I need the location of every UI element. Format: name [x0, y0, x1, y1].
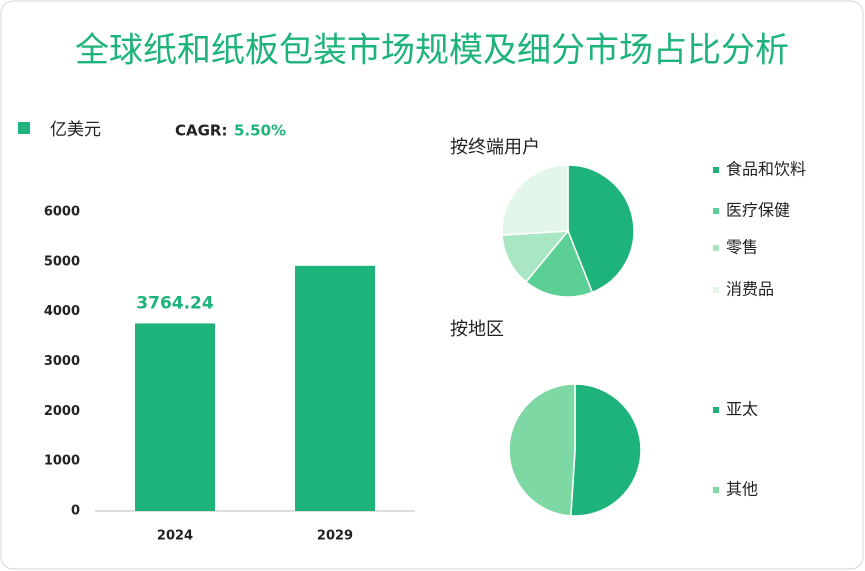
legend-marker [713, 167, 719, 173]
pie-slice [567, 164, 635, 294]
legend-marker [713, 407, 719, 413]
legend-label: 消费品 [726, 280, 774, 299]
legend-marker [18, 122, 30, 134]
pie-slice [524, 229, 594, 298]
y-tick-label: 6000 [44, 205, 80, 220]
pie-slice [501, 164, 569, 236]
legend-label: 亚太 [726, 400, 758, 419]
y-tick-label: 1000 [44, 454, 80, 469]
pie-slice [508, 383, 576, 517]
cagr-label: CAGR: [175, 122, 227, 140]
y-tick-label: 5000 [44, 254, 80, 269]
legend-marker [713, 287, 719, 293]
y-tick-label: 4000 [44, 304, 80, 319]
x-tick-label: 2029 [317, 529, 353, 544]
legend-label: 其他 [726, 480, 758, 499]
legend-label: 零售 [726, 238, 758, 257]
x-tick-label: 2024 [157, 529, 193, 544]
page-title: 全球纸和纸板包装市场规模及细分市场占比分析 [75, 31, 789, 71]
bar [135, 323, 215, 511]
legend-label: 医疗保健 [726, 201, 790, 220]
cagr-value: 5.50% [234, 122, 286, 140]
legend-label: 亿美元 [50, 120, 101, 140]
value-label: 3764.24 [136, 293, 214, 313]
y-tick-label: 3000 [44, 354, 80, 369]
legend-marker [713, 245, 719, 251]
legend-label: 食品和饮料 [726, 160, 806, 179]
pie-title: 按终端用户 [450, 137, 540, 158]
legend-marker [713, 487, 719, 493]
y-tick-label: 2000 [44, 404, 80, 419]
pie-slice [570, 383, 642, 517]
y-tick-label: 0 [71, 504, 80, 519]
pie-title: 按地区 [450, 319, 504, 340]
legend-marker [713, 208, 719, 214]
bar [295, 265, 375, 511]
